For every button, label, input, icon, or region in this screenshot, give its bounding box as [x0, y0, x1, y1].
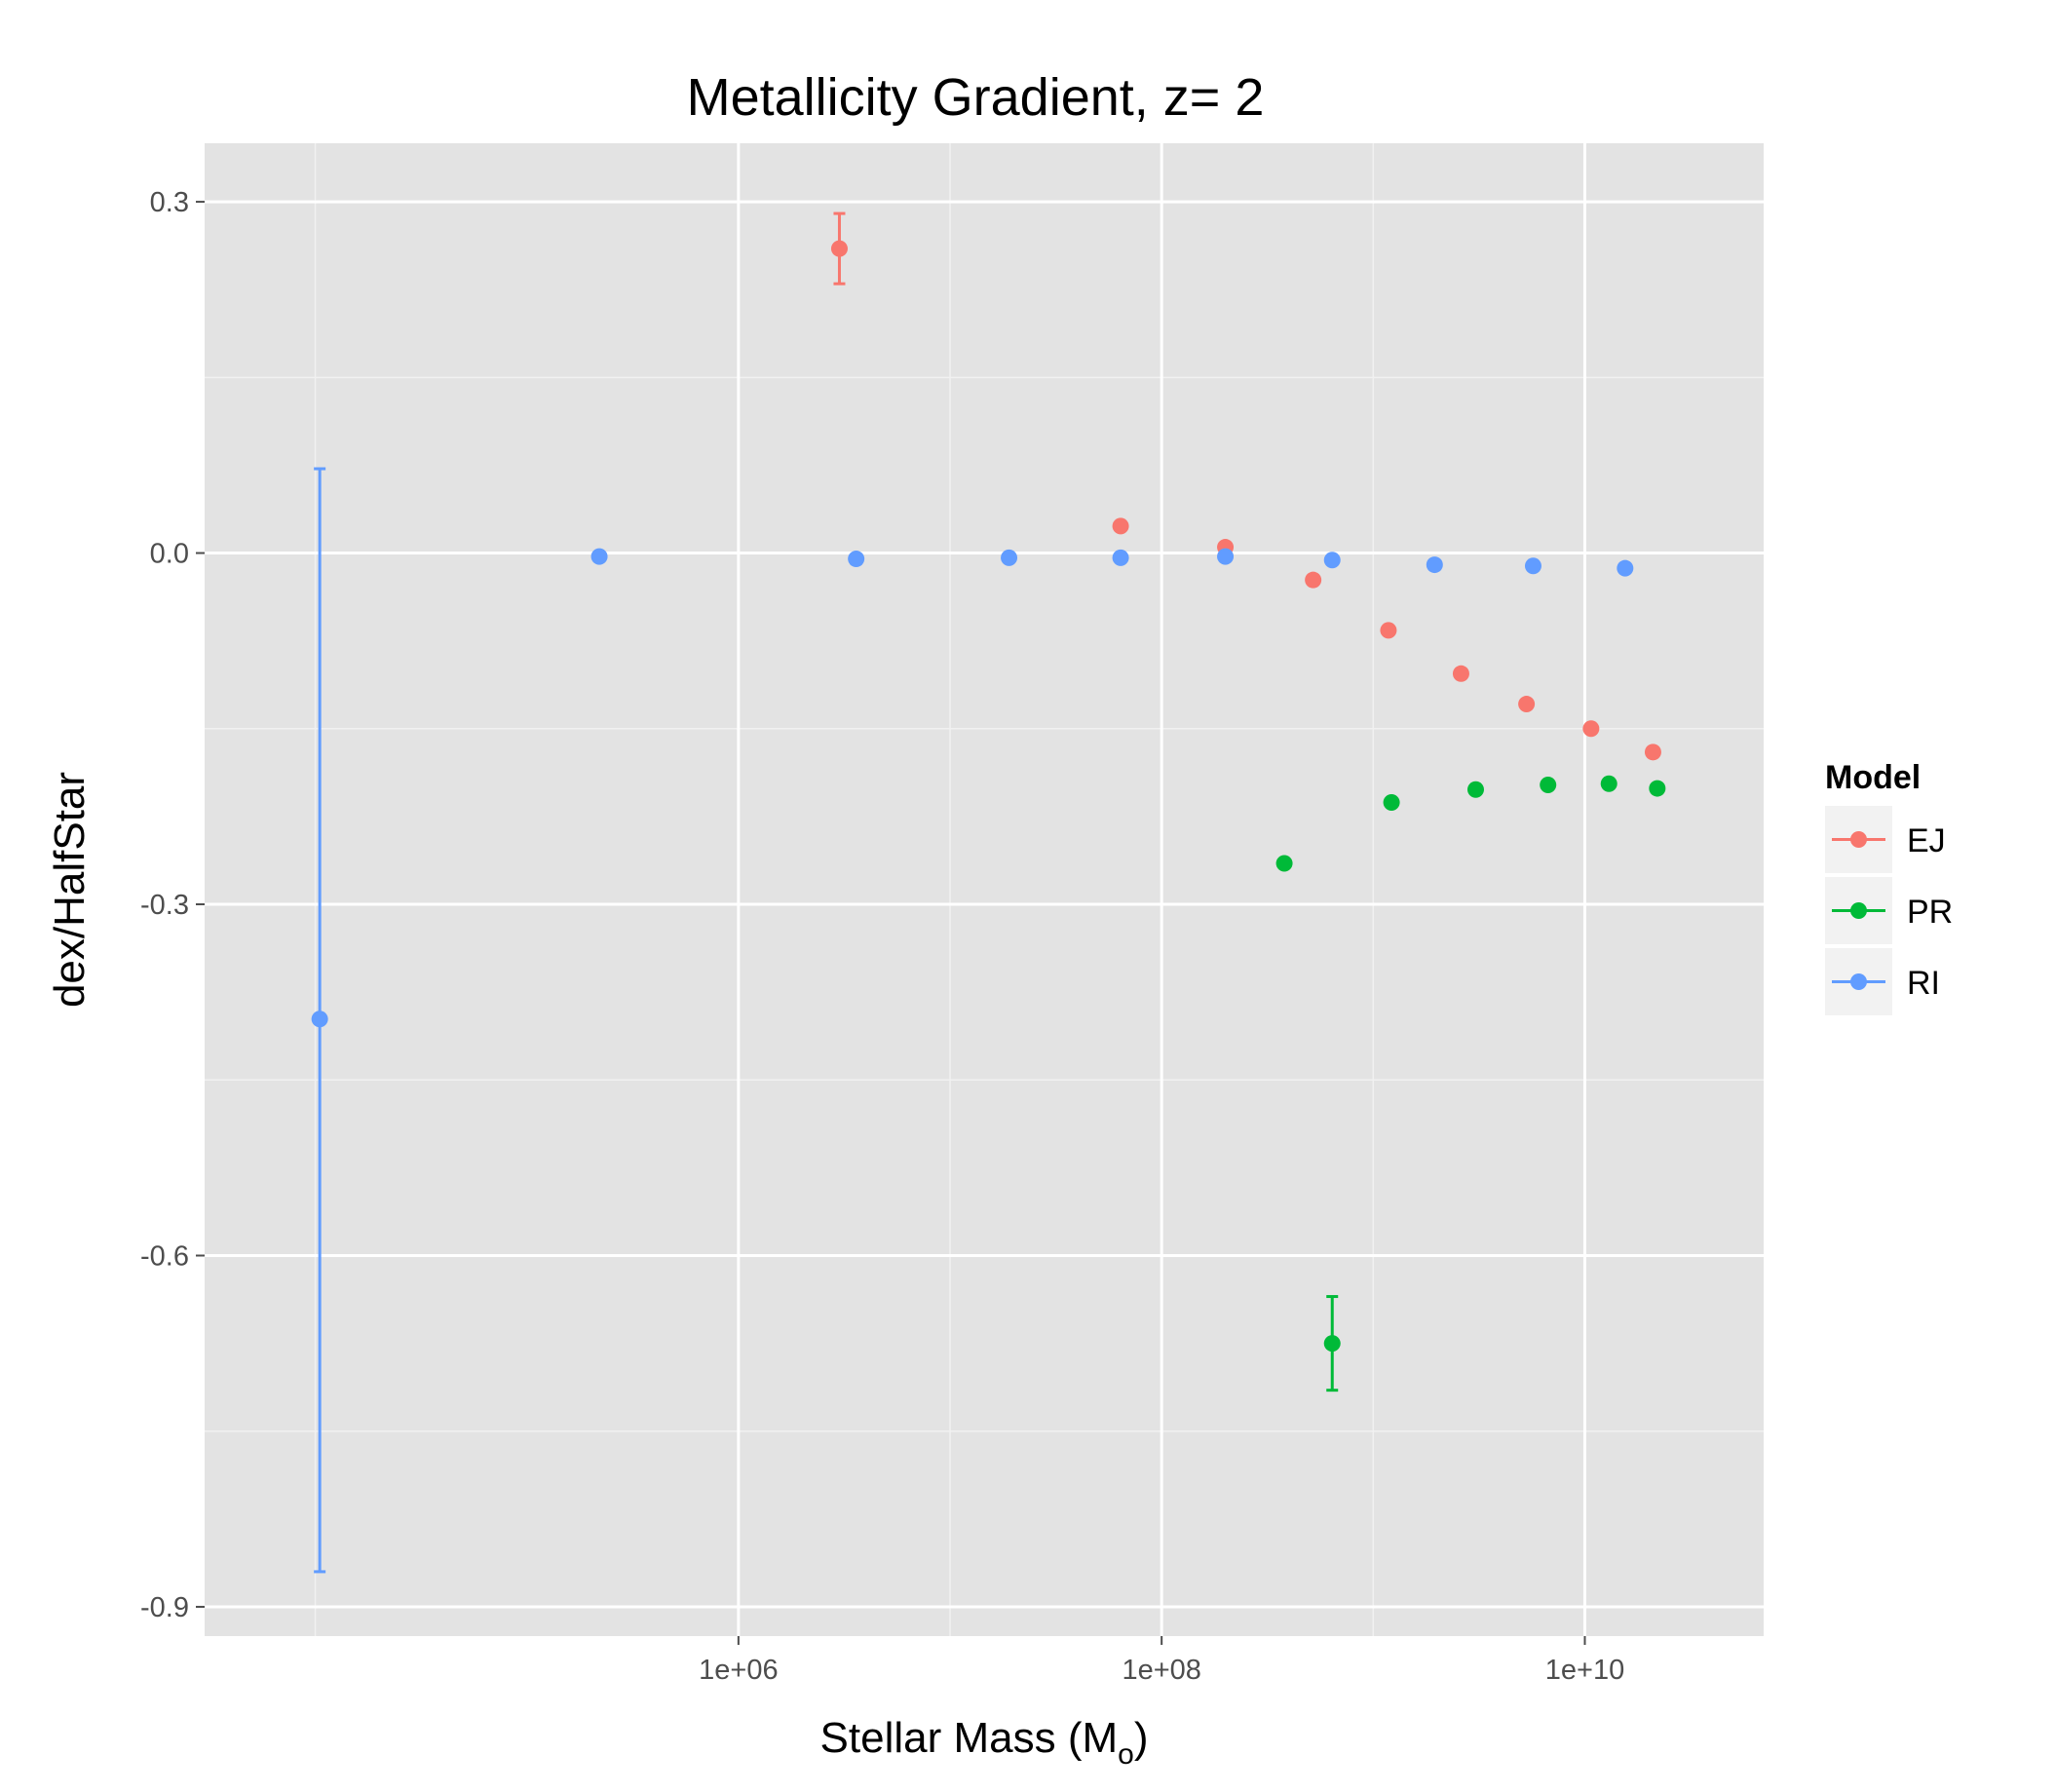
- legend-point-RI: [1850, 973, 1867, 990]
- y-tick-label: 0.0: [150, 539, 189, 570]
- point-EJ: [1644, 743, 1661, 761]
- legend: Model EJ PR RI: [1825, 759, 1953, 1015]
- point-RI: [1112, 549, 1129, 566]
- point-EJ: [1305, 571, 1322, 589]
- point-RI: [1524, 557, 1541, 575]
- data-points: [311, 240, 1666, 1353]
- point-EJ: [1452, 665, 1469, 682]
- point-PR: [1323, 1335, 1341, 1353]
- y-axis: 0.3 0.0 -0.3 -0.6 -0.9: [140, 187, 205, 1623]
- legend-label-PR: PR: [1907, 894, 1953, 931]
- point-RI: [1617, 559, 1634, 577]
- grid-lines: [205, 143, 1764, 1636]
- point-EJ: [1112, 517, 1129, 535]
- legend-title: Model: [1825, 759, 1921, 796]
- point-PR: [1649, 780, 1666, 797]
- chart-title: Metallicity Gradient, z= 2: [687, 68, 1265, 127]
- point-RI: [311, 1010, 328, 1028]
- x-tick-label: 1e+08: [1122, 1655, 1200, 1686]
- y-tick-label: 0.3: [150, 187, 189, 218]
- x-axis: 1e+06 1e+08 1e+10: [699, 1636, 1624, 1686]
- point-PR: [1600, 775, 1617, 792]
- point-RI: [1323, 552, 1341, 569]
- point-RI: [1001, 549, 1018, 566]
- y-axis-title: dex/HalfStar: [46, 772, 94, 1008]
- point-RI: [1217, 548, 1235, 565]
- point-PR: [1540, 776, 1557, 793]
- point-EJ: [1582, 720, 1600, 738]
- point-EJ: [830, 240, 848, 257]
- y-tick-label: -0.6: [140, 1240, 189, 1272]
- legend-label-RI: RI: [1907, 965, 1940, 1002]
- y-tick-label: -0.3: [140, 890, 189, 921]
- point-EJ: [1518, 696, 1536, 713]
- legend-point-EJ: [1850, 831, 1867, 848]
- x-tick-label: 1e+06: [699, 1655, 778, 1686]
- x-tick-label: 1e+10: [1545, 1655, 1624, 1686]
- plot-panel: [205, 143, 1764, 1636]
- point-PR: [1466, 781, 1484, 798]
- point-PR: [1383, 793, 1400, 811]
- point-RI: [590, 548, 608, 565]
- point-PR: [1275, 855, 1293, 872]
- legend-point-PR: [1850, 902, 1867, 919]
- point-RI: [848, 551, 865, 568]
- point-EJ: [1380, 622, 1397, 639]
- y-tick-label: -0.9: [140, 1592, 189, 1623]
- legend-label-EJ: EJ: [1907, 822, 1946, 859]
- point-RI: [1426, 556, 1443, 574]
- x-axis-title: Stellar Mass (Mo): [820, 1714, 1149, 1771]
